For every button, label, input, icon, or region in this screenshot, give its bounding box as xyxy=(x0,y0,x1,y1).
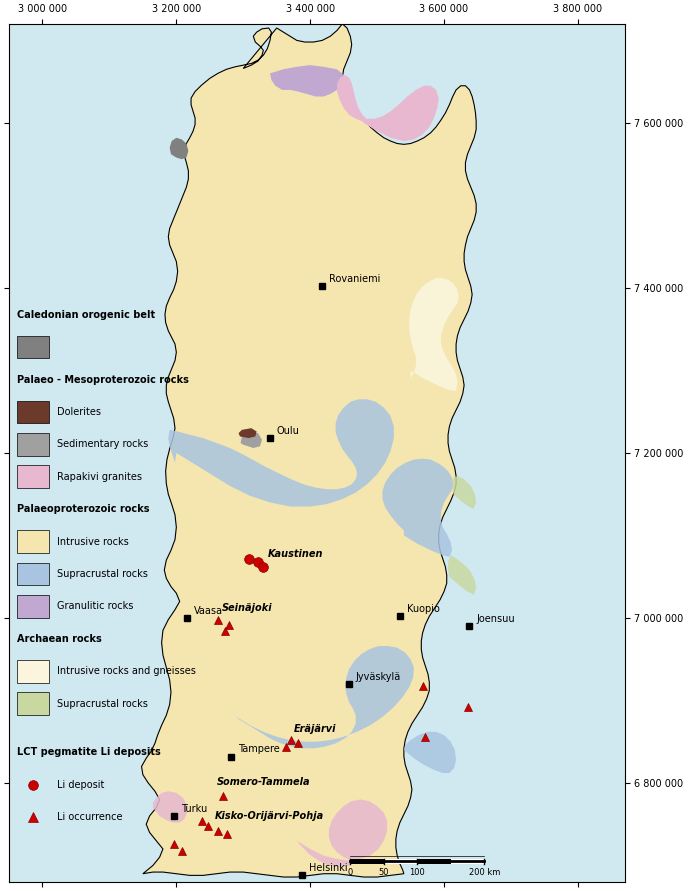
Polygon shape xyxy=(337,75,439,141)
Text: Eräjärvi: Eräjärvi xyxy=(294,723,336,734)
Text: 50: 50 xyxy=(378,868,389,877)
Text: Rovaniemi: Rovaniemi xyxy=(329,274,380,284)
Polygon shape xyxy=(142,24,476,877)
Polygon shape xyxy=(297,799,387,867)
Polygon shape xyxy=(409,278,459,391)
Text: Somero-Tammela: Somero-Tammela xyxy=(217,777,310,787)
Bar xyxy=(451,859,484,863)
Text: Tampere: Tampere xyxy=(238,744,280,755)
Polygon shape xyxy=(237,646,414,748)
Text: Kuopio: Kuopio xyxy=(407,604,440,614)
Bar xyxy=(417,859,451,863)
Text: Turku: Turku xyxy=(181,804,207,813)
Polygon shape xyxy=(452,476,476,509)
Polygon shape xyxy=(404,732,456,773)
Text: Vaasa: Vaasa xyxy=(194,606,223,616)
Polygon shape xyxy=(241,432,262,448)
Polygon shape xyxy=(239,429,257,438)
Text: 100: 100 xyxy=(409,868,425,877)
Bar xyxy=(384,859,417,863)
Text: Seinäjoki: Seinäjoki xyxy=(222,603,272,613)
Polygon shape xyxy=(383,459,453,557)
Text: Kisko-Orijärvi-Pohja: Kisko-Orijärvi-Pohja xyxy=(215,812,325,822)
Text: 0: 0 xyxy=(347,868,353,877)
Polygon shape xyxy=(448,555,476,595)
Text: Helsinki: Helsinki xyxy=(309,863,347,873)
Text: Kaustinen: Kaustinen xyxy=(268,549,323,559)
Text: Joensuu: Joensuu xyxy=(476,614,515,624)
Polygon shape xyxy=(270,65,343,96)
Polygon shape xyxy=(153,791,187,822)
Text: Oulu: Oulu xyxy=(277,426,300,436)
Text: 200 km: 200 km xyxy=(469,868,500,877)
Bar xyxy=(350,859,384,863)
Polygon shape xyxy=(170,138,189,159)
Text: Jyväskylä: Jyväskylä xyxy=(356,672,401,682)
Polygon shape xyxy=(169,399,394,507)
